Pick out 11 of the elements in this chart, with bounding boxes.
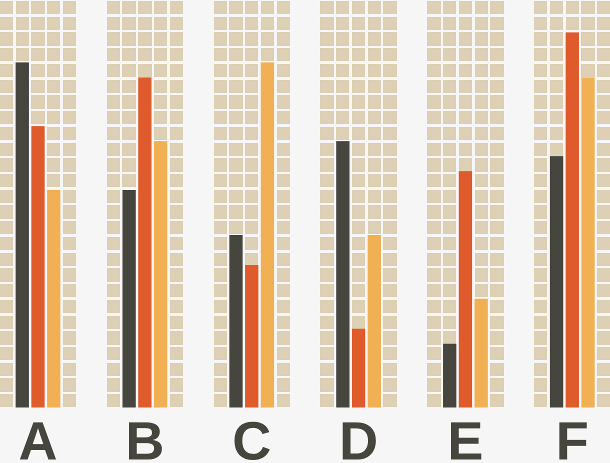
x-tick-label: F (556, 411, 589, 463)
bar (566, 32, 579, 408)
x-tick-label: E (447, 411, 484, 463)
bar (31, 126, 45, 408)
bar (47, 190, 60, 408)
x-tick-label: A (18, 411, 58, 463)
x-tick-label: B (125, 411, 164, 463)
x-tick-label: C (232, 411, 272, 463)
bar (122, 190, 136, 408)
x-tick-label: D (339, 411, 378, 463)
bar (474, 298, 488, 408)
